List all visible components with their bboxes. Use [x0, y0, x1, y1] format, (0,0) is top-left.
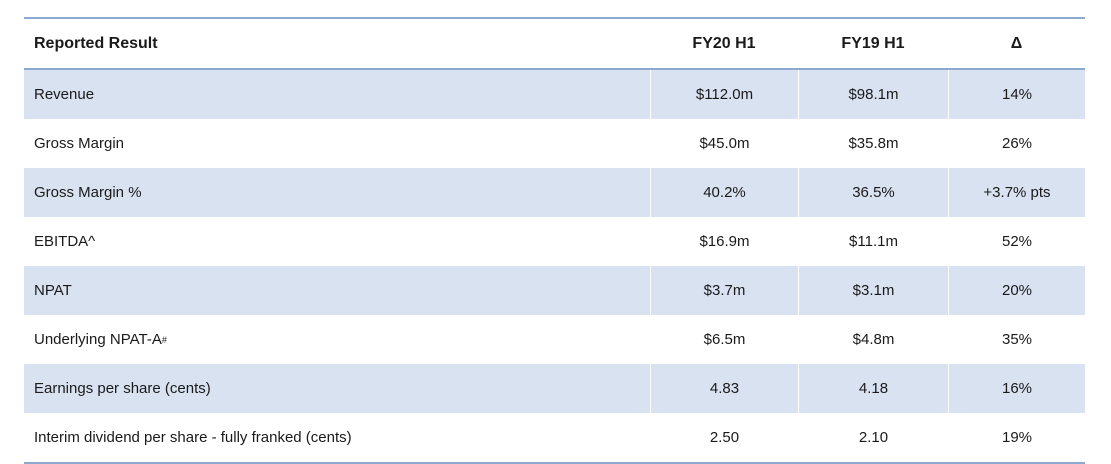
- table-row-gross-margin: Gross Margin $45.0m $35.8m 26%: [24, 119, 1085, 168]
- header-rule: [24, 68, 1085, 70]
- row-label: Gross Margin: [34, 135, 125, 152]
- table-top-rule: [24, 17, 1085, 19]
- row-label: Interim dividend per share - fully frank…: [34, 429, 352, 446]
- delta-value: +3.7% pts: [948, 168, 1085, 217]
- fy20-value: $6.5m: [650, 315, 798, 364]
- row-label: Underlying NPAT-A #: [34, 331, 167, 348]
- row-label: NPAT: [34, 282, 72, 299]
- fy20-value: $45.0m: [650, 119, 798, 168]
- table-header-row: Reported Result FY20 H1 FY19 H1 Δ: [24, 19, 1085, 68]
- header-reported-result: Reported Result: [34, 34, 158, 52]
- delta-value: 26%: [948, 119, 1085, 168]
- table-row-gross-margin-pct: Gross Margin % 40.2% 36.5% +3.7% pts: [24, 168, 1085, 217]
- fy19-value: $4.8m: [798, 315, 948, 364]
- fy19-value: 2.10: [798, 413, 948, 462]
- row-label-text: Underlying NPAT-A: [34, 331, 162, 348]
- delta-value: 19%: [948, 413, 1085, 462]
- fy20-value: $16.9m: [650, 217, 798, 266]
- table-row-revenue: Revenue $112.0m $98.1m 14%: [24, 70, 1085, 119]
- fy19-value: $3.1m: [798, 266, 948, 315]
- row-label: Revenue: [34, 86, 95, 103]
- table-row-eps: Earnings per share (cents) 4.83 4.18 16%: [24, 364, 1085, 413]
- fy20-value: 4.83: [650, 364, 798, 413]
- delta-value: 35%: [948, 315, 1085, 364]
- fy20-value: $3.7m: [650, 266, 798, 315]
- header-delta: Δ: [1010, 34, 1023, 52]
- row-label: Earnings per share (cents): [34, 380, 211, 397]
- table-row-underlying-npat-a: Underlying NPAT-A # $6.5m $4.8m 35%: [24, 315, 1085, 364]
- table-row-ebitda: EBITDA^ $16.9m $11.1m 52%: [24, 217, 1085, 266]
- row-label: Gross Margin %: [34, 184, 142, 201]
- header-fy19-h1: FY19 H1: [841, 34, 905, 52]
- fy19-value: $35.8m: [798, 119, 948, 168]
- results-table: Reported Result FY20 H1 FY19 H1 Δ Revenu…: [24, 17, 1085, 464]
- fy19-value: $11.1m: [798, 217, 948, 266]
- fy19-value: $98.1m: [798, 70, 948, 119]
- fy19-value: 36.5%: [798, 168, 948, 217]
- delta-value: 14%: [948, 70, 1085, 119]
- table-row-interim-dividend: Interim dividend per share - fully frank…: [24, 413, 1085, 462]
- fy20-value: 40.2%: [650, 168, 798, 217]
- row-label: EBITDA^: [34, 233, 96, 250]
- table-row-npat: NPAT $3.7m $3.1m 20%: [24, 266, 1085, 315]
- fy19-value: 4.18: [798, 364, 948, 413]
- delta-value: 16%: [948, 364, 1085, 413]
- header-fy20-h1: FY20 H1: [692, 34, 756, 52]
- delta-value: 20%: [948, 266, 1085, 315]
- delta-value: 52%: [948, 217, 1085, 266]
- fy20-value: $112.0m: [650, 70, 798, 119]
- fy20-value: 2.50: [650, 413, 798, 462]
